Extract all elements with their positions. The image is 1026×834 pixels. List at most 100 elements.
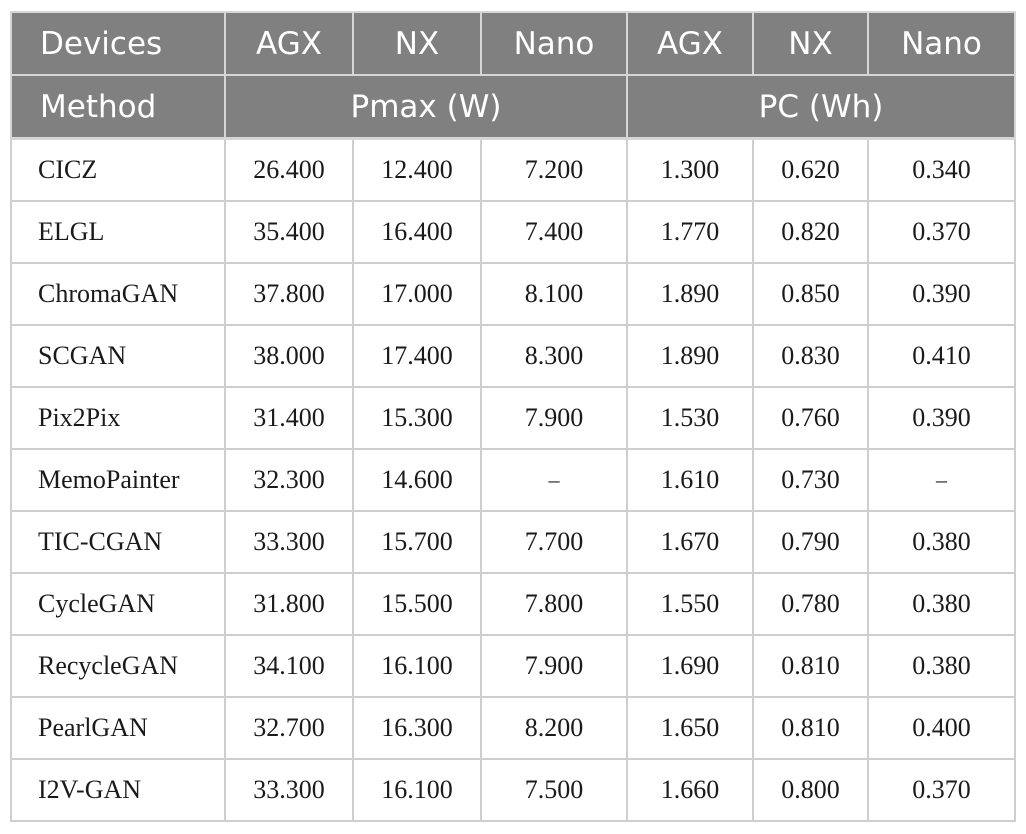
method-cell: Pix2Pix [10, 386, 226, 450]
method-header: Method [10, 74, 226, 140]
pc-nano-cell: 0.400 [867, 696, 1016, 760]
pmax-agx-cell: 37.800 [224, 262, 354, 326]
method-cell: I2V-GAN [10, 758, 226, 822]
pmax-agx-cell: 32.700 [224, 696, 354, 760]
pmax-agx-cell: 35.400 [224, 200, 354, 264]
pmax-group-header: Pmax (W) [224, 74, 628, 140]
pmax-agx-cell: 32.300 [224, 448, 354, 512]
pc-nx-cell: 0.820 [752, 200, 869, 264]
header-row-method: Method Pmax (W) PC (Wh) [10, 74, 1016, 140]
pc-agx-cell: 1.660 [626, 758, 754, 822]
pmax-nano-cell: 7.400 [480, 200, 628, 264]
results-table: Devices AGX NX Nano AGX NX Nano Method P… [10, 11, 1016, 822]
pc-nano-cell: 0.390 [867, 386, 1016, 450]
pc-nx-cell: 0.780 [752, 572, 869, 636]
pc-agx-cell: 1.300 [626, 137, 754, 202]
header-nano-pc: Nano [867, 11, 1016, 76]
pmax-nx-cell: 15.700 [352, 510, 482, 574]
table-row: SCGAN 38.000 17.400 8.300 1.890 0.830 0.410 [10, 324, 1016, 388]
pmax-nano-cell: 7.500 [480, 758, 628, 822]
pmax-agx-cell: 31.400 [224, 386, 354, 450]
pc-nx-cell: 0.850 [752, 262, 869, 326]
pc-nx-cell: 0.620 [752, 137, 869, 202]
pc-nano-cell: 0.370 [867, 200, 1016, 264]
table-row: PearlGAN 32.700 16.300 8.200 1.650 0.810 0.400 [10, 696, 1016, 760]
pmax-nano-cell: 8.300 [480, 324, 628, 388]
table-row: MemoPainter 32.300 14.600–1.610 0.730– [10, 448, 1016, 512]
method-cell: CycleGAN [10, 572, 226, 636]
pc-nano-cell: 0.370 [867, 758, 1016, 822]
table-row: ChromaGAN 37.800 17.000 8.100 1.890 0.850 0.39… [10, 262, 1016, 326]
pmax-agx-cell: 34.100 [224, 634, 354, 698]
pmax-nx-cell: 16.100 [352, 634, 482, 698]
table-row: CycleGAN 31.800 15.500 7.800 1.550 0.780 0.380 [10, 572, 1016, 636]
header-nx-pc: NX [752, 11, 869, 76]
pmax-nano-cell: 7.700 [480, 510, 628, 574]
pc-group-header: PC (Wh) [626, 74, 1016, 140]
pmax-nx-cell: 16.400 [352, 200, 482, 264]
pc-agx-cell: 1.690 [626, 634, 754, 698]
table-header: Devices AGX NX Nano AGX NX Nano Method P… [10, 11, 1016, 140]
pmax-nx-cell: 15.500 [352, 572, 482, 636]
table-row: Pix2Pix 31.400 15.300 7.900 1.530 0.760 0.390 [10, 386, 1016, 450]
pmax-agx-cell: 38.000 [224, 324, 354, 388]
pc-nx-cell: 0.830 [752, 324, 869, 388]
pc-agx-cell: 1.890 [626, 324, 754, 388]
table-row: CICZ 26.400 12.400 7.200 1.300 0.620 0.340 [10, 137, 1016, 202]
method-cell: ChromaGAN [10, 262, 226, 326]
header-nano-pmax: Nano [480, 11, 628, 76]
pc-nano-cell: 0.390 [867, 262, 1016, 326]
header-nx-pmax: NX [352, 11, 482, 76]
pc-nx-cell: 0.810 [752, 634, 869, 698]
method-cell: CICZ [10, 137, 226, 202]
pc-nano-cell: 0.410 [867, 324, 1016, 388]
table-row: ELGL 35.400 16.400 7.400 1.770 0.820 0.370 [10, 200, 1016, 264]
pc-nx-cell: 0.800 [752, 758, 869, 822]
pmax-nano-cell: 7.200 [480, 137, 628, 202]
pmax-agx-cell: 33.300 [224, 758, 354, 822]
pc-agx-cell: 1.770 [626, 200, 754, 264]
pc-nano-cell: 0.380 [867, 572, 1016, 636]
pmax-nano-cell: 7.800 [480, 572, 628, 636]
header-agx-pmax: AGX [224, 11, 354, 76]
pc-agx-cell: 1.550 [626, 572, 754, 636]
table-row: RecycleGAN 34.100 16.100 7.900 1.690 0.810 0.3… [10, 634, 1016, 698]
pc-nano-cell: – [867, 448, 1016, 512]
method-cell: RecycleGAN [10, 634, 226, 698]
pc-agx-cell: 1.890 [626, 262, 754, 326]
pmax-nx-cell: 17.400 [352, 324, 482, 388]
pc-nx-cell: 0.790 [752, 510, 869, 574]
pmax-nx-cell: 14.600 [352, 448, 482, 512]
pmax-nx-cell: 12.400 [352, 137, 482, 202]
pmax-nano-cell: 8.200 [480, 696, 628, 760]
pc-nano-cell: 0.380 [867, 634, 1016, 698]
pmax-nano-cell: 8.100 [480, 262, 628, 326]
table-body: CICZ 26.400 12.400 7.200 1.300 0.620 0.340 ELGL… [10, 137, 1016, 822]
pmax-nano-cell: 7.900 [480, 386, 628, 450]
devices-header: Devices [10, 11, 226, 76]
pc-agx-cell: 1.610 [626, 448, 754, 512]
pmax-agx-cell: 33.300 [224, 510, 354, 574]
header-row-devices: Devices AGX NX Nano AGX NX Nano [10, 11, 1016, 76]
method-cell: TIC-CGAN [10, 510, 226, 574]
pc-nano-cell: 0.380 [867, 510, 1016, 574]
pmax-nano-cell: – [480, 448, 628, 512]
method-cell: PearlGAN [10, 696, 226, 760]
pmax-agx-cell: 26.400 [224, 137, 354, 202]
pmax-nx-cell: 16.100 [352, 758, 482, 822]
method-cell: ELGL [10, 200, 226, 264]
pc-agx-cell: 1.670 [626, 510, 754, 574]
pmax-nx-cell: 17.000 [352, 262, 482, 326]
pc-nx-cell: 0.810 [752, 696, 869, 760]
method-cell: SCGAN [10, 324, 226, 388]
table-row: TIC-CGAN 33.300 15.700 7.700 1.670 0.790 0.380 [10, 510, 1016, 574]
pmax-nx-cell: 15.300 [352, 386, 482, 450]
pc-nx-cell: 0.760 [752, 386, 869, 450]
pc-agx-cell: 1.650 [626, 696, 754, 760]
pc-agx-cell: 1.530 [626, 386, 754, 450]
method-cell: MemoPainter [10, 448, 226, 512]
header-agx-pc: AGX [626, 11, 754, 76]
table-row: I2V-GAN 33.300 16.100 7.500 1.660 0.800 0.370 [10, 758, 1016, 822]
pmax-agx-cell: 31.800 [224, 572, 354, 636]
pmax-nx-cell: 16.300 [352, 696, 482, 760]
